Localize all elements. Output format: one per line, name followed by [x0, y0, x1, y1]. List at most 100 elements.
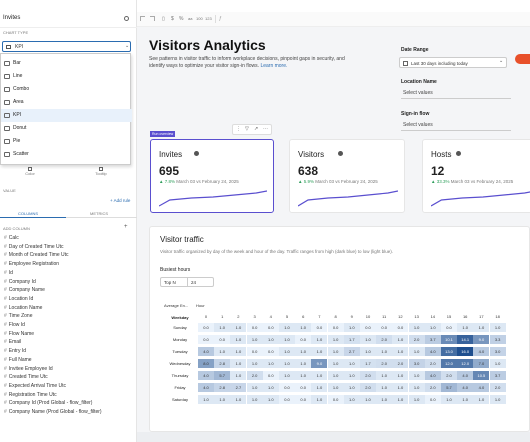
column-item[interactable]: # Company Name (Prod Global - flow_filter… [4, 409, 102, 415]
heatmap-cell[interactable]: 1.0 [279, 347, 295, 356]
heatmap-cell[interactable]: 2.0 [392, 359, 409, 368]
heatmap-cell[interactable]: 1.0 [246, 383, 263, 392]
heatmap-cell[interactable]: 4.0 [457, 371, 474, 380]
heatmap-cell[interactable]: 1.0 [246, 359, 263, 368]
chart-type-option[interactable]: Bar [1, 57, 132, 70]
heatmap-cell[interactable]: 1.0 [392, 371, 409, 380]
heatmap-cell[interactable]: 1.0 [408, 347, 425, 356]
heatmap-cell[interactable]: 3.3 [489, 335, 506, 344]
heatmap-cell[interactable]: 0.0 [279, 383, 295, 392]
decimal-dec-button[interactable]: aa [188, 16, 193, 21]
column-item[interactable]: # Company Id (Prod Global - flow_filter) [4, 400, 92, 406]
heatmap-cell[interactable]: 1.0 [230, 323, 247, 332]
heatmap-cell[interactable]: 0.0 [214, 335, 231, 344]
heatmap-cell[interactable]: 0.0 [262, 347, 279, 356]
chart-type-option[interactable]: Pie [1, 135, 132, 148]
heatmap-cell[interactable]: 2.0 [441, 371, 457, 380]
heatmap-cell[interactable]: 9.0 [311, 359, 328, 368]
add-rule-button[interactable]: + Add rule [110, 198, 131, 203]
heatmap-cell[interactable]: 1.0 [279, 359, 295, 368]
chart-type-select[interactable]: KPI ⌄ [2, 41, 131, 52]
column-item[interactable]: # Calc [4, 235, 19, 241]
heatmap-cell[interactable]: 4.0 [198, 347, 214, 356]
kpi-card-visitors[interactable]: Visitors 638 ▲ 5.9% March 03 vs February 2… [289, 139, 405, 213]
heatmap-cell[interactable]: 4.0 [198, 371, 214, 380]
heatmap-cell[interactable]: 0.0 [198, 335, 214, 344]
heatmap-cell[interactable]: 3.7 [489, 371, 506, 380]
heatmap-cell[interactable]: 0.0 [360, 323, 376, 332]
heatmap-cell[interactable]: 1.0 [262, 335, 279, 344]
heatmap-cell[interactable]: 2.7 [343, 347, 360, 356]
heatmap-cell[interactable]: 0.0 [327, 323, 344, 332]
heatmap-cell[interactable]: 1.7 [343, 335, 360, 344]
heatmap-cell[interactable]: 2.0 [424, 383, 441, 392]
heatmap-cell[interactable]: 0.0 [262, 323, 279, 332]
tab-metrics[interactable]: METRICS [90, 211, 108, 216]
heatmap-cell[interactable]: 7.0 [473, 359, 490, 368]
column-item[interactable]: # Location Name [4, 305, 42, 311]
kpi-card-invites[interactable]: Invites 695 ▲ 7.8% March 03 vs February 24… [150, 139, 274, 213]
heatmap-cell[interactable]: 3.0 [408, 359, 425, 368]
heatmap-cell[interactable]: 1.0 [246, 395, 263, 404]
column-item[interactable]: # Expected Arrival Time Utc [4, 383, 66, 389]
heatmap-cell[interactable]: 0.0 [246, 347, 263, 356]
heatmap-cell[interactable]: 4.0 [457, 383, 474, 392]
filter-icon[interactable]: ▽ [245, 126, 249, 132]
column-item[interactable]: # Created Time Utc [4, 374, 48, 380]
column-item[interactable]: # Invitee Employee Id [4, 366, 53, 372]
column-item[interactable]: # Email [4, 339, 21, 345]
heatmap-cell[interactable]: 1.0 [408, 371, 425, 380]
heatmap-cell[interactable]: 1.0 [295, 371, 312, 380]
heatmap-cell[interactable]: 2.0 [246, 371, 263, 380]
heatmap-cell[interactable]: 2.8 [214, 383, 231, 392]
heatmap-cell[interactable]: 1.0 [327, 371, 344, 380]
heatmap-cell[interactable]: 1.0 [295, 323, 312, 332]
heatmap-cell[interactable]: 0.0 [262, 371, 279, 380]
column-item[interactable]: # Location Id [4, 296, 33, 302]
heatmap-cell[interactable]: 2.0 [376, 359, 393, 368]
column-item[interactable]: # Id [4, 270, 13, 276]
heatmap-cell[interactable]: 1.0 [198, 395, 214, 404]
heatmap-cell[interactable]: 1.0 [214, 323, 231, 332]
column-item[interactable]: # Flow Name [4, 331, 34, 337]
heatmap-cell[interactable]: 0.0 [246, 323, 263, 332]
column-item[interactable]: # Full Name [4, 357, 32, 363]
redo-icon[interactable] [150, 16, 155, 21]
currency-icon[interactable]: $ [171, 16, 174, 22]
heatmap-cell[interactable]: 1.0 [311, 371, 328, 380]
heatmap-cell[interactable]: 4.0 [198, 383, 214, 392]
chart-type-option[interactable]: KPI [1, 109, 132, 122]
decimal-inc-button[interactable]: 100 [196, 16, 203, 21]
heatmap-cell[interactable]: 1.0 [360, 335, 376, 344]
heatmap-cell[interactable]: 1.0 [295, 359, 312, 368]
chart-type-option[interactable]: Line [1, 70, 132, 83]
number-format-button[interactable]: 123 [205, 16, 212, 21]
heatmap-cell[interactable]: 4.0 [473, 383, 490, 392]
heatmap-cell[interactable]: 12.0 [441, 359, 457, 368]
heatmap-cell[interactable]: 0.0 [376, 323, 393, 332]
percent-icon[interactable]: % [179, 16, 184, 22]
column-item[interactable]: # Time Zone [4, 313, 33, 319]
heatmap-cell[interactable]: 1.0 [424, 323, 441, 332]
heatmap-cell[interactable]: 1.0 [489, 359, 506, 368]
heatmap-cell[interactable]: 1.0 [230, 359, 247, 368]
heatmap-cell[interactable]: 2.0 [360, 383, 376, 392]
heatmap-cell[interactable]: 1.0 [392, 395, 409, 404]
heatmap-cell[interactable]: 0.0 [295, 395, 312, 404]
heatmap-cell[interactable]: 9.0 [473, 335, 490, 344]
heatmap-cell[interactable]: 10.5 [473, 371, 490, 380]
heatmap-cell[interactable]: 1.0 [295, 347, 312, 356]
heatmap-cell[interactable]: 1.0 [457, 395, 474, 404]
heatmap-cell[interactable]: 1.0 [376, 395, 393, 404]
function-icon[interactable]: ƒ [219, 16, 222, 22]
heatmap-cell[interactable]: 1.0 [408, 323, 425, 332]
heatmap-cell[interactable]: 1.0 [311, 395, 328, 404]
heatmap-cell[interactable]: 1.0 [343, 323, 360, 332]
heatmap-cell[interactable]: 1.0 [489, 395, 506, 404]
column-item[interactable]: # Company Name [4, 287, 45, 293]
tab-columns[interactable]: COLUMNS [18, 211, 39, 216]
kpi-card-hosts[interactable]: Hosts 12 ▲ 33.3% March 03 vs February 24, … [422, 139, 530, 213]
chart-type-option[interactable]: Scatter [1, 148, 132, 161]
heatmap-cell[interactable]: 1.7 [360, 359, 376, 368]
heatmap-cell[interactable]: 1.0 [327, 383, 344, 392]
